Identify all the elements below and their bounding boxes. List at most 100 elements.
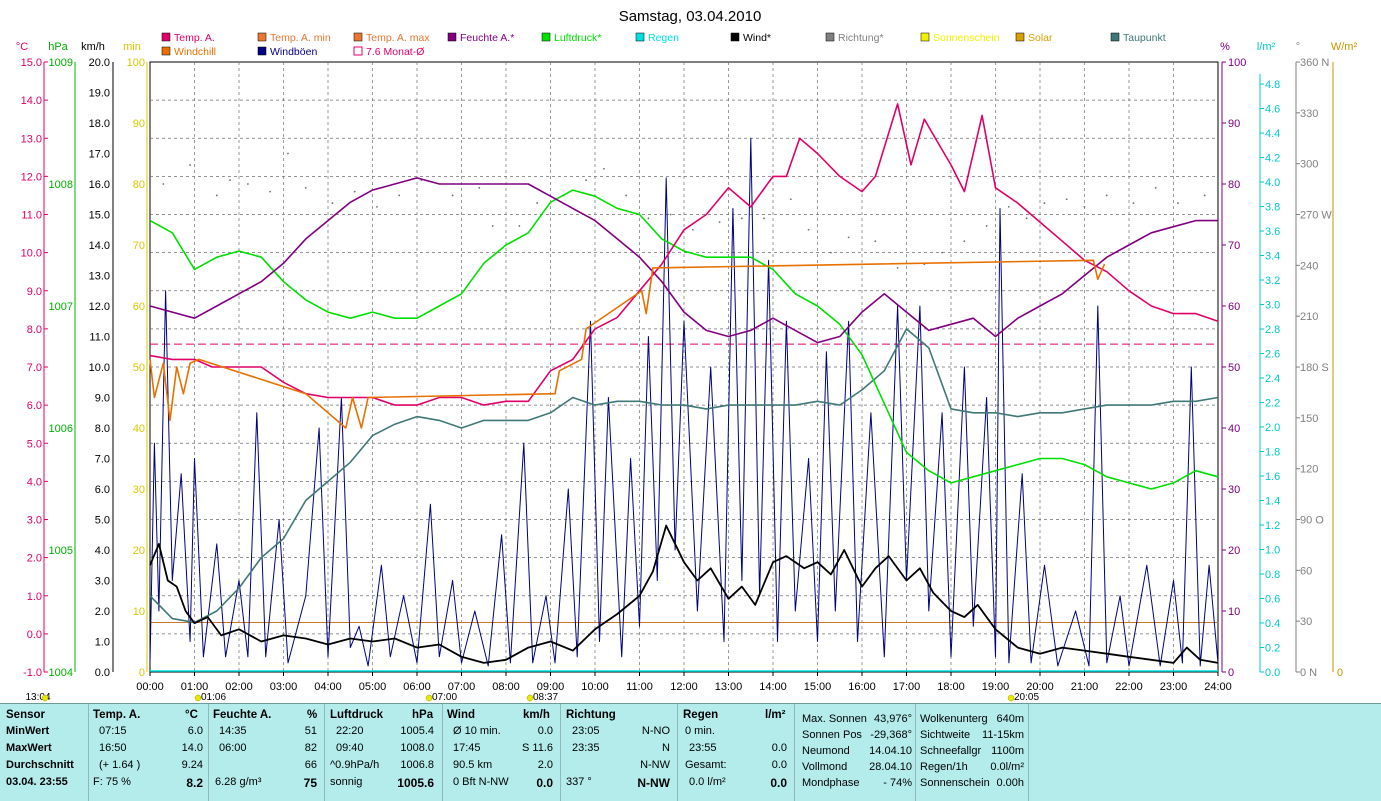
stats-luftdruck-avg-value: 1006.8 — [400, 759, 434, 771]
stats-feuchte: Feuchte A. % 14:35 51 06:00 82 66 6.28 g… — [213, 704, 319, 801]
rain-axis-tick: 3.4 — [1265, 251, 1280, 263]
x-tick-label: 20:00 — [1026, 681, 1054, 693]
stats-regen: Regen l/m² 0 min. 23:55 0.0 Gesamt: 0.0 … — [683, 704, 789, 801]
x-tick-label: 23:00 — [1160, 681, 1188, 693]
stats-regen-title: Regen — [683, 709, 719, 721]
stats-luftdruck-title: Luftdruck — [330, 709, 384, 721]
stats-luftdruck-max-value: 1008.0 — [400, 742, 434, 754]
wind-axis-tick: 16.0 — [89, 179, 110, 191]
humidity-axis-tick: 100 — [1228, 57, 1246, 69]
direction-axis-tick: 210 — [1300, 311, 1318, 323]
stats-schneefallgr-label: Schneefallgr — [920, 745, 982, 757]
stats-sonnenschein-value: 0.00h — [996, 777, 1024, 789]
direction-axis-tick: 360 N — [1300, 57, 1329, 69]
wind-axis-tick: 2.0 — [95, 606, 110, 618]
x-tick-label: 22:00 — [1115, 681, 1143, 693]
legend-swatch — [1110, 32, 1120, 42]
direction-point — [491, 225, 494, 227]
temp-axis-tick: 14.0 — [21, 95, 42, 107]
direction-point — [829, 251, 832, 254]
humidity-axis-tick: 30 — [1228, 484, 1240, 496]
stats-sonnen-pos-label: Sonnen Pos — [802, 729, 862, 741]
stats-feuchte-min-value: 51 — [304, 725, 317, 737]
rain-axis-tick: 2.6 — [1265, 349, 1280, 361]
direction-axis-unit: ° — [1296, 41, 1300, 53]
x-tick-label: 06:00 — [403, 681, 431, 693]
direction-point — [353, 190, 356, 193]
wind-axis-tick: 11.0 — [89, 332, 110, 344]
pressure-axis-tick: 1008 — [49, 179, 73, 191]
minutes-axis-tick: 20 — [133, 545, 145, 557]
direction-point — [1043, 202, 1046, 204]
minutes-axis-tick: 40 — [133, 423, 145, 435]
chart-series — [149, 103, 1219, 672]
direction-point — [625, 194, 628, 197]
direction-axis-tick: 330 — [1300, 108, 1318, 120]
stats-regen1h-value: 0.0l/m² — [990, 761, 1024, 773]
stats-luftdruck-trend: ^0.9hPa/h — [330, 759, 380, 771]
sun-marker-label: 20:05 — [1014, 692, 1039, 703]
direction-point — [189, 164, 191, 166]
x-tick-label: 02:00 — [225, 681, 253, 693]
direction-point — [229, 179, 232, 182]
temp-a-series-line — [149, 103, 1219, 406]
stats-wind-title: Wind — [447, 709, 475, 721]
stats-minwert-label: MinWert — [6, 725, 50, 737]
rain-axis-tick: 4.4 — [1265, 128, 1280, 140]
direction-axis-tick: 0 N — [1300, 667, 1317, 679]
rain-axis-tick: 1.2 — [1265, 520, 1280, 532]
stats-neumond-value: 14.04.10 — [869, 745, 912, 757]
x-tick-label: 01:00 — [181, 681, 209, 693]
legend-entry: Taupunkt — [1123, 32, 1166, 44]
temp-axis-tick: 2.0 — [27, 553, 42, 565]
x-tick-label: 24:00 — [1204, 681, 1232, 693]
direction-point — [874, 240, 877, 243]
temp-axis-tick: 6.0 — [27, 400, 42, 412]
x-tick-label: 00:00 — [136, 681, 164, 693]
stats-sensor-title: Sensor — [6, 709, 45, 721]
pressure-axis-tick: 1006 — [49, 423, 73, 435]
rain-axis-tick: 2.8 — [1265, 324, 1280, 336]
stats-temp-trend: (+ 1.64 ) — [99, 759, 141, 771]
wind-axis-tick: 15.0 — [89, 210, 110, 222]
x-tick-label: 08:00 — [492, 681, 520, 693]
direction-point — [847, 236, 850, 239]
stats-mondphase-value: - 74% — [883, 777, 912, 789]
wind-axis-tick: 12.0 — [89, 301, 110, 313]
x-tick-label: 14:00 — [759, 681, 787, 693]
windb-en-series-line — [149, 137, 1219, 667]
legend-entry: Wind* — [743, 32, 771, 44]
stats-regen-unit: l/m² — [765, 709, 786, 721]
temp-axis-tick: 9.0 — [27, 286, 42, 298]
stats-sichtweite-label: Sichtweite — [920, 729, 971, 741]
stats-wolken: Wolkenunterg 640m Sichtweite 11-15km Sch… — [920, 704, 1024, 801]
pressure-axis-tick: 1004 — [49, 667, 73, 679]
stats-timestamp: 03.04. 23:55 — [6, 776, 68, 788]
rain-axis-tick: 1.0 — [1265, 545, 1280, 557]
humidity-axis-tick: 50 — [1228, 362, 1240, 374]
minutes-axis-tick: 70 — [133, 240, 145, 252]
temp-axis-tick: 15.0 — [21, 57, 42, 69]
sun-icon — [526, 694, 534, 702]
stats-luftdruck-current: 1005.6 — [397, 776, 434, 790]
rain-axis-tick: 1.8 — [1265, 447, 1280, 459]
stats-luftdruck: Luftdruck hPa 22:20 1005.4 09:40 1008.0 … — [330, 704, 436, 801]
wind-axis-tick: 18.0 — [89, 118, 110, 130]
minutes-axis-tick: 30 — [133, 484, 145, 496]
solar-axis-unit: W/m² — [1331, 41, 1358, 53]
x-tick-label: 04:00 — [314, 681, 342, 693]
minutes-axis-tick: 80 — [133, 179, 145, 191]
wind-axis-tick: 17.0 — [89, 149, 110, 161]
legend-entry: Windböen — [270, 46, 317, 58]
x-tick-label: 19:00 — [982, 681, 1010, 693]
temp-axis-tick: 1.0 — [27, 591, 42, 603]
wind-axis-tick: 0.0 — [95, 667, 110, 679]
direction-point — [1083, 205, 1086, 208]
stats-regen-total-label: Gesamt: — [685, 759, 727, 771]
temp-axis-tick: 13.0 — [21, 133, 42, 145]
wind-axis-unit: km/h — [81, 41, 105, 53]
stats-neumond-label: Neumond — [802, 745, 850, 757]
direction-point — [1203, 194, 1206, 197]
legend-swatch — [161, 32, 171, 42]
stats-feuchte-max-time: 06:00 — [219, 742, 247, 754]
